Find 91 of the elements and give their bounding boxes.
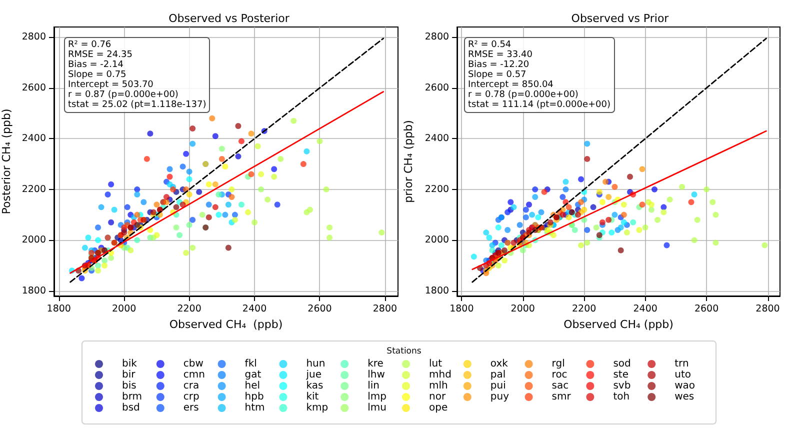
legend-label: kas [306, 380, 324, 392]
y-axis-title: Posterior CH₄ (ppb) [0, 108, 13, 214]
annotation: RMSE = 24.35 [68, 50, 132, 60]
legend-label: jue [305, 370, 322, 380]
legend-label: ope [429, 402, 448, 414]
annotation: Slope = 0.57 [468, 70, 526, 80]
legend-label: ers [183, 402, 199, 414]
x-tick-label: 1800 [46, 304, 71, 314]
annotation: tstat = 111.14 (pt=0.000e+00) [468, 100, 611, 110]
legend-label: sod [613, 358, 631, 370]
y-tick-label: 2200 [424, 184, 450, 195]
legend-label: htm [244, 402, 265, 414]
legend-label: trn [674, 358, 689, 370]
annotation: tstat = 25.02 (pt=1.118e-137) [68, 100, 206, 110]
annotation: Bias = -12.20 [468, 60, 530, 70]
annotation: R² = 0.54 [468, 40, 512, 50]
annotation: R² = 0.76 [68, 40, 112, 50]
y-tick-label: 2400 [22, 133, 46, 144]
legend-label: cbw [183, 358, 204, 370]
annotation: Bias = -2.14 [68, 60, 124, 70]
y-tick-label: 1800 [22, 285, 46, 296]
x-tick-label: 2600 [694, 304, 719, 314]
x-tick-label: 2000 [510, 304, 535, 314]
legend-label: wes [674, 392, 694, 402]
x-axis-title: Observed CH₄ (ppb) [564, 318, 674, 331]
x-tick-label: 2000 [112, 304, 136, 314]
chart-title: Observed vs Prior [571, 12, 670, 25]
chart-title: Observed vs Posterior [168, 12, 290, 25]
legend-label: bik [122, 358, 138, 370]
legend-label: mhd [429, 370, 452, 380]
y-axis-title: prior CH₄ (ppb) [402, 120, 415, 203]
legend-label: uto [674, 370, 691, 380]
legend-label: cmn [183, 370, 205, 380]
annotation: r = 0.87 (p=0.000e+00) [68, 90, 178, 100]
x-tick-label: 2200 [572, 304, 596, 314]
legend-label: ste [613, 370, 628, 380]
annotation: r = 0.78 (p=0.000e+00) [468, 90, 578, 100]
x-tick-label: 1800 [450, 304, 474, 314]
legend-label: nor [429, 392, 446, 402]
legend-label: sac [552, 380, 569, 392]
legend-label: rgl [552, 358, 565, 370]
legend-label: lin [368, 380, 380, 392]
y-tick-label: 2400 [424, 133, 450, 144]
legend-label: kre [368, 358, 384, 370]
legend-label: kit [306, 392, 319, 402]
legend-label: fkl [244, 358, 257, 370]
legend-label: toh [613, 392, 630, 402]
x-tick-label: 2800 [756, 304, 780, 314]
legend-label: bis [122, 380, 136, 392]
legend-label: crp [183, 392, 200, 402]
legend-label: hun [306, 358, 326, 370]
legend-label: pui [490, 380, 506, 392]
legend-label: bsd [122, 402, 140, 414]
legend-label: mlh [429, 380, 448, 392]
annotation: Intercept = 850.04 [468, 80, 554, 90]
y-tick-label: 2200 [22, 184, 46, 195]
y-tick-label: 2800 [22, 32, 46, 43]
x-tick-label: 2200 [177, 304, 202, 314]
legend-label: gat [244, 370, 262, 380]
legend-label: cra [183, 380, 200, 392]
legend-label: hel [244, 380, 260, 392]
x-tick-label: 2800 [372, 304, 398, 314]
legend-label: puy [490, 392, 510, 402]
annotation: RMSE = 33.40 [468, 50, 533, 60]
legend-label: wao [674, 380, 696, 392]
y-tick-label: 1800 [424, 285, 450, 296]
y-tick-label: 2000 [424, 234, 450, 246]
legend-label: svb [613, 380, 631, 392]
legend-label: lut [429, 358, 442, 370]
annotation: Intercept = 503.70 [68, 80, 154, 90]
y-tick-label: 2600 [424, 82, 450, 94]
legend-label: smr [552, 392, 572, 402]
legend-label: lmu [368, 402, 386, 414]
legend-label: roc [552, 370, 568, 380]
x-axis-title: Observed CH₄ (ppb) [169, 318, 283, 331]
y-tick-label: 2800 [424, 32, 450, 43]
x-tick-label: 2400 [633, 304, 658, 314]
legend-label: hpb [244, 392, 264, 402]
legend-label: oxk [490, 358, 508, 370]
x-tick-label: 2600 [308, 304, 332, 314]
legend-label: lmp [368, 392, 386, 402]
legend-title: Stations [386, 346, 422, 356]
legend-label: kmp [306, 402, 328, 414]
legend-label: bir [122, 370, 136, 380]
legend-label: brm [122, 392, 142, 402]
annotation: Slope = 0.75 [68, 70, 126, 80]
x-tick-label: 2400 [242, 304, 267, 314]
legend-label: pal [490, 370, 506, 380]
legend-label: lhw [368, 370, 385, 380]
y-tick-label: 2600 [22, 82, 46, 94]
y-tick-label: 2000 [22, 234, 46, 246]
